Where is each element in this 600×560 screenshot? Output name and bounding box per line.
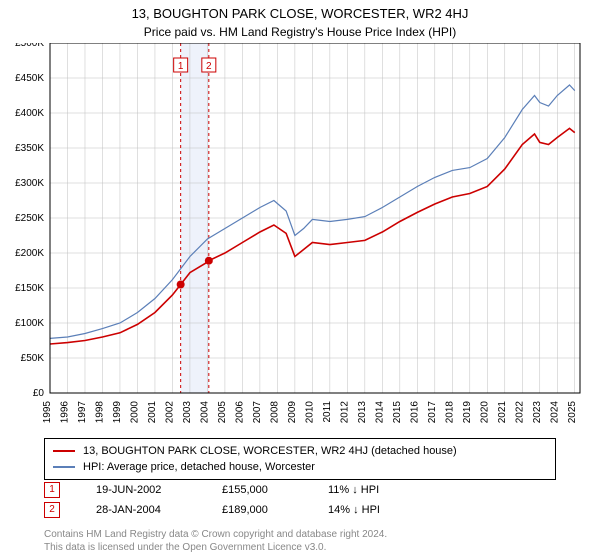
svg-text:2008: 2008 <box>269 400 280 423</box>
sale-price: £155,000 <box>222 480 292 500</box>
sale-marker-icon: 2 <box>44 502 60 518</box>
svg-text:2004: 2004 <box>199 400 210 423</box>
svg-text:2007: 2007 <box>252 400 263 423</box>
svg-text:£450K: £450K <box>15 73 44 84</box>
svg-text:2016: 2016 <box>409 400 420 423</box>
svg-text:2021: 2021 <box>497 400 508 423</box>
svg-text:2003: 2003 <box>182 400 193 423</box>
legend-label: 13, BOUGHTON PARK CLOSE, WORCESTER, WR2 … <box>83 443 457 459</box>
svg-text:2018: 2018 <box>444 400 455 423</box>
svg-text:2013: 2013 <box>357 400 368 423</box>
svg-text:1996: 1996 <box>59 400 70 423</box>
svg-text:1997: 1997 <box>77 400 88 423</box>
chart-subtitle: Price paid vs. HM Land Registry's House … <box>0 23 600 43</box>
legend-swatch-property <box>53 450 75 452</box>
svg-text:2012: 2012 <box>339 400 350 423</box>
chart-title: 13, BOUGHTON PARK CLOSE, WORCESTER, WR2 … <box>0 0 600 23</box>
chart-area: £0 £50K £100K £150K £200K £250K £300K £350K £400… <box>0 43 600 433</box>
svg-text:£350K: £350K <box>15 143 44 154</box>
svg-text:2014: 2014 <box>374 400 385 423</box>
svg-text:£400K: £400K <box>15 108 44 119</box>
svg-text:2011: 2011 <box>322 400 333 422</box>
svg-text:2: 2 <box>206 61 212 72</box>
svg-text:2002: 2002 <box>164 400 175 423</box>
sale-price: £189,000 <box>222 500 292 520</box>
sales-table: 1 19-JUN-2002 £155,000 11% ↓ HPI 2 28-JA… <box>44 480 380 520</box>
page-container: 13, BOUGHTON PARK CLOSE, WORCESTER, WR2 … <box>0 0 600 560</box>
sale-delta: 14% ↓ HPI <box>328 500 380 520</box>
svg-text:£100K: £100K <box>15 318 44 329</box>
svg-text:2010: 2010 <box>304 400 315 423</box>
legend-box: 13, BOUGHTON PARK CLOSE, WORCESTER, WR2 … <box>44 438 556 480</box>
svg-text:1: 1 <box>178 61 184 72</box>
svg-text:£50K: £50K <box>21 353 45 364</box>
svg-text:2000: 2000 <box>129 400 140 423</box>
footnote-line: This data is licensed under the Open Gov… <box>44 541 387 554</box>
svg-text:£500K: £500K <box>15 43 44 49</box>
svg-text:2009: 2009 <box>287 400 298 423</box>
sale-marker-icon: 1 <box>44 482 60 498</box>
footnote-line: Contains HM Land Registry data © Crown c… <box>44 528 387 541</box>
svg-text:2022: 2022 <box>514 400 525 423</box>
chart-svg: £0 £50K £100K £150K £200K £250K £300K £350K £400… <box>0 43 600 433</box>
svg-text:£250K: £250K <box>15 213 44 224</box>
legend-row: HPI: Average price, detached house, Worc… <box>53 459 547 475</box>
svg-text:1998: 1998 <box>94 400 105 423</box>
svg-text:£200K: £200K <box>15 248 44 259</box>
legend-swatch-hpi <box>53 466 75 467</box>
svg-text:2006: 2006 <box>234 400 245 423</box>
svg-text:2001: 2001 <box>147 400 158 423</box>
sales-row: 2 28-JAN-2004 £189,000 14% ↓ HPI <box>44 500 380 520</box>
svg-text:2024: 2024 <box>549 400 560 423</box>
svg-text:2017: 2017 <box>427 400 438 423</box>
sale-date: 19-JUN-2002 <box>96 480 186 500</box>
legend-label: HPI: Average price, detached house, Worc… <box>83 459 315 475</box>
svg-text:£150K: £150K <box>15 283 44 294</box>
sale-date: 28-JAN-2004 <box>96 500 186 520</box>
svg-text:2015: 2015 <box>392 400 403 423</box>
svg-text:2023: 2023 <box>532 400 543 423</box>
footnote: Contains HM Land Registry data © Crown c… <box>44 528 387 554</box>
svg-text:2020: 2020 <box>479 400 490 423</box>
svg-text:1995: 1995 <box>42 400 53 423</box>
svg-text:£300K: £300K <box>15 178 44 189</box>
sales-row: 1 19-JUN-2002 £155,000 11% ↓ HPI <box>44 480 380 500</box>
svg-text:£0: £0 <box>33 388 45 399</box>
sale-delta: 11% ↓ HPI <box>328 480 379 500</box>
svg-text:2019: 2019 <box>462 400 473 423</box>
legend-row: 13, BOUGHTON PARK CLOSE, WORCESTER, WR2 … <box>53 443 547 459</box>
svg-text:2025: 2025 <box>567 400 578 423</box>
svg-text:2005: 2005 <box>217 400 228 423</box>
svg-text:1999: 1999 <box>112 400 123 423</box>
